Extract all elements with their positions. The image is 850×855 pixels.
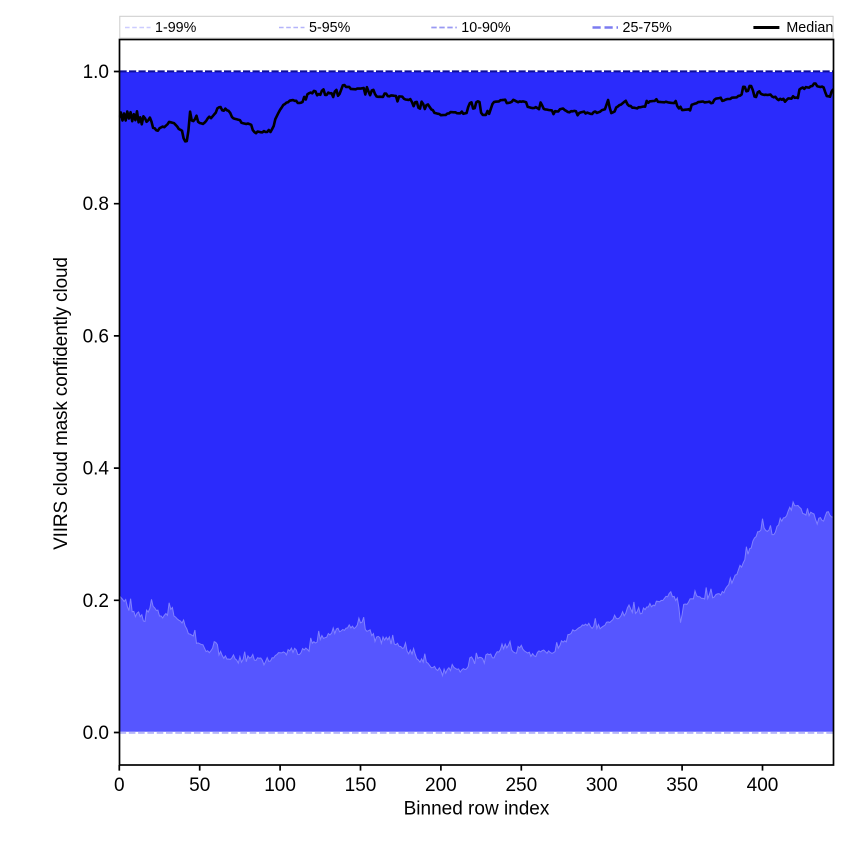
svg-text:0.2: 0.2 [83, 591, 109, 612]
svg-text:5-95%: 5-95% [309, 20, 351, 36]
svg-text:VIIRS cloud mask confidently c: VIIRS cloud mask confidently cloud [51, 257, 72, 550]
svg-text:400: 400 [747, 775, 779, 796]
svg-text:0.8: 0.8 [83, 194, 109, 215]
svg-text:Binned row index: Binned row index [404, 799, 550, 820]
svg-text:Median: Median [786, 20, 833, 36]
svg-text:150: 150 [345, 775, 377, 796]
svg-text:0.4: 0.4 [83, 459, 110, 480]
svg-text:300: 300 [586, 775, 618, 796]
svg-text:1-99%: 1-99% [155, 20, 197, 36]
svg-text:100: 100 [264, 775, 296, 796]
svg-text:0.6: 0.6 [83, 326, 109, 347]
svg-text:250: 250 [505, 775, 537, 796]
svg-text:50: 50 [189, 775, 210, 796]
svg-text:0: 0 [114, 775, 125, 796]
svg-text:1.0: 1.0 [83, 62, 109, 83]
svg-text:10-90%: 10-90% [461, 20, 511, 36]
svg-text:25-75%: 25-75% [623, 20, 673, 36]
svg-text:0.0: 0.0 [83, 723, 109, 744]
svg-text:350: 350 [666, 775, 698, 796]
svg-text:200: 200 [425, 775, 457, 796]
